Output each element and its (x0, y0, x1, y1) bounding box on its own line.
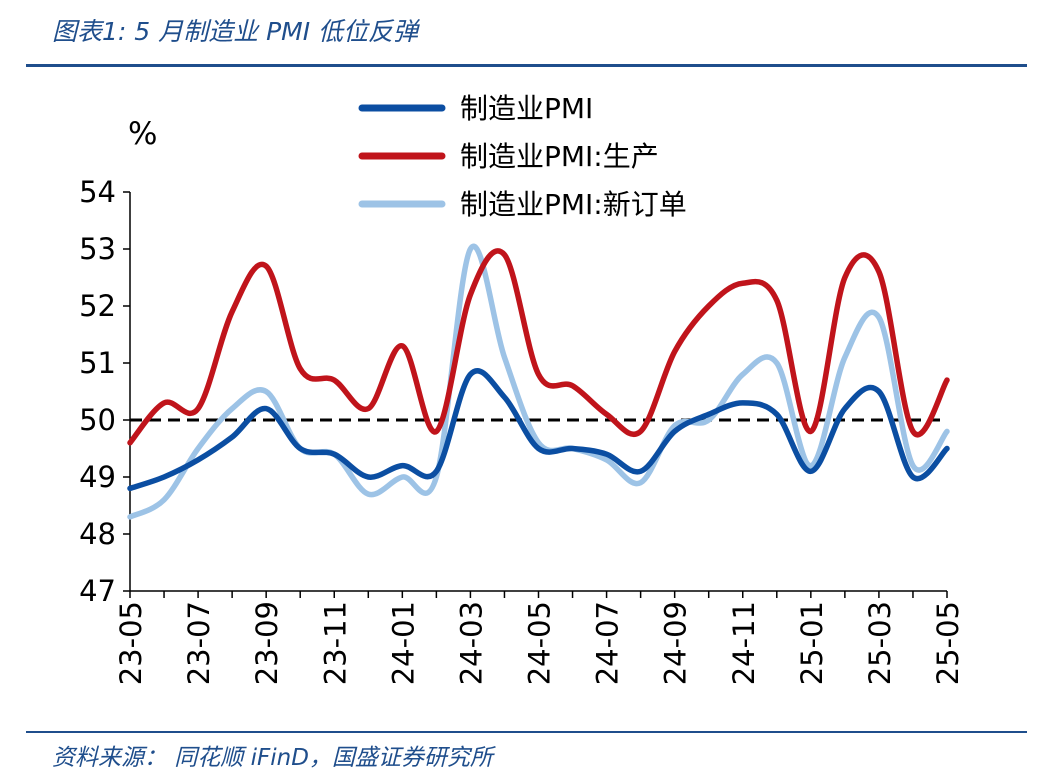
y-unit-label: % (128, 116, 157, 152)
legend-label: 制造业PMI:新订单 (460, 188, 687, 221)
y-tick-label: 52 (79, 289, 116, 323)
y-tick-label: 50 (79, 403, 116, 437)
top-divider (26, 64, 1027, 67)
x-tick-label: 24-11 (727, 601, 761, 685)
bottom-divider (26, 731, 1027, 733)
x-tick-label: 24-09 (659, 601, 693, 685)
y-tick-label: 54 (79, 175, 116, 209)
x-tick-label: 24-07 (591, 601, 625, 685)
x-tick-label: 23-11 (318, 601, 352, 685)
x-tick-label: 25-03 (863, 601, 897, 685)
y-tick-label: 53 (79, 232, 116, 266)
x-tick-label: 25-05 (931, 601, 965, 685)
legend-label: 制造业PMI (460, 92, 593, 125)
x-tick-label: 24-03 (454, 601, 488, 685)
source-note: 资料来源： 同花顺 iFinD，国盛证券研究所 (52, 745, 493, 771)
series-line-pmi (127, 368, 950, 492)
x-tick-label: 24-05 (523, 601, 557, 685)
pmi-line-chart: 47 48 49 50 51 52 53 54% 23-05 23-07 23-09 23-11 24-… (79, 92, 965, 685)
y-tick-label: 51 (79, 346, 116, 380)
legend-label: 制造业PMI:生产 (460, 140, 659, 173)
series-line-production (127, 248, 950, 446)
x-tick-label: 25-01 (795, 601, 829, 685)
series-line-new-orders (127, 243, 950, 520)
series-layer (127, 243, 950, 520)
x-tick-label: 24-01 (386, 601, 420, 685)
x-tick-label: 23-07 (182, 601, 216, 685)
x-tick-label: 23-05 (114, 601, 148, 685)
y-tick-label: 47 (79, 574, 116, 608)
figure-title: 图表1: 5 月制造业 PMI 低位反弹 (52, 17, 419, 46)
y-tick-label: 49 (79, 460, 116, 494)
y-tick-label: 48 (79, 517, 116, 551)
chart-axes: 47 48 49 50 51 52 53 54% 23-05 23-07 23-09 23-11 24-… (79, 116, 965, 685)
x-tick-label: 23-09 (250, 601, 284, 685)
